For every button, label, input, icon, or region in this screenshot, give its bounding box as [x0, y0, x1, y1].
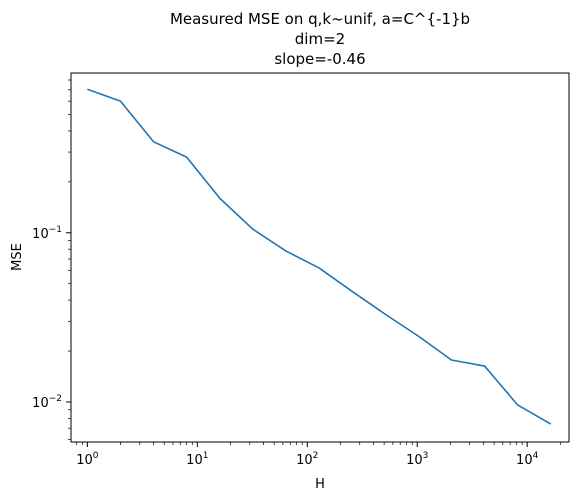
- y-axis-ticks: 10−1 10−2: [32, 79, 71, 440]
- x-axis-ticks: 100 101 102 103 104: [76, 442, 561, 468]
- x-axis-label: H: [315, 477, 325, 492]
- y-tick-label: 10−1: [32, 225, 62, 242]
- y-tick-label: 10−2: [32, 394, 62, 411]
- chart-title-line-1: Measured MSE on q,k~unif, a=C^{-1}b: [170, 10, 470, 28]
- chart-title-line-3: slope=-0.46: [274, 50, 365, 68]
- x-tick-label: 100: [76, 451, 99, 468]
- x-tick-label: 101: [186, 451, 208, 468]
- x-tick-label: 104: [516, 451, 539, 468]
- y-axis-label: MSE: [10, 243, 25, 271]
- plot-frame: [70, 72, 570, 443]
- chart-title: Measured MSE on q,k~unif, a=C^{-1}b dim=…: [170, 10, 470, 68]
- chart-title-line-2: dim=2: [295, 30, 345, 48]
- x-tick-label: 102: [296, 451, 318, 468]
- series-line: [87, 88, 552, 425]
- x-tick-label: 103: [406, 451, 428, 468]
